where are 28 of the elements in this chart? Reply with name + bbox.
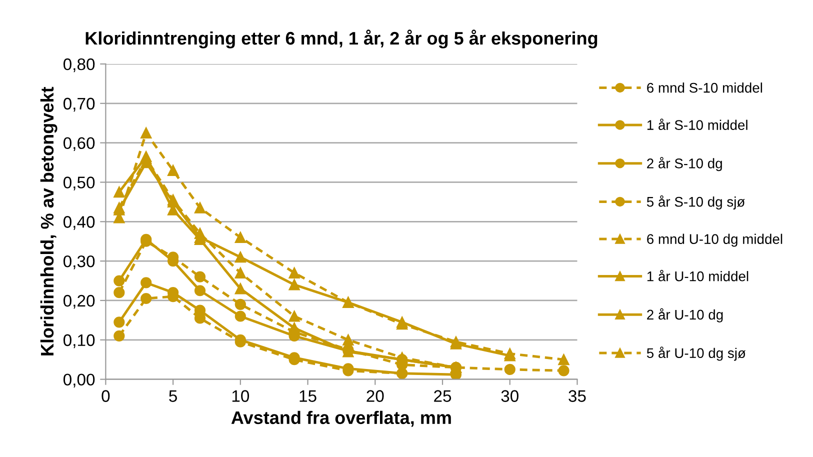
legend-label: 2 år U-10 dg bbox=[647, 308, 723, 322]
chart-title: Kloridinntrenging etter 6 mnd, 1 år, 2 år og 5 år eksponering bbox=[86, 30, 598, 48]
x-axis-title: Avstand fra overflata, mm bbox=[231, 410, 451, 427]
x-tick-label: 5 bbox=[169, 390, 177, 402]
x-tick-label: 30 bbox=[501, 390, 518, 402]
y-tick-label: 0,60 bbox=[63, 137, 95, 151]
y-tick-label: 0,20 bbox=[63, 294, 95, 309]
y-tick-label: 0,00 bbox=[63, 374, 95, 388]
legend-label: 1 år S-10 middel bbox=[647, 118, 748, 130]
x-tick-label: 15 bbox=[300, 390, 316, 402]
x-tick-label: 35 bbox=[568, 390, 586, 402]
y-tick-label: 0,40 bbox=[63, 216, 95, 230]
y-tick-label: 0,10 bbox=[63, 334, 95, 348]
x-tick-label: 25 bbox=[434, 390, 452, 402]
legend-label: 5 år U-10 dg sjø bbox=[646, 346, 746, 361]
y-axis-title: Kloridinnhold, % av betongvekt bbox=[40, 86, 58, 356]
y-tick-label: 0,80 bbox=[63, 58, 95, 72]
x-tick-label: 0 bbox=[102, 390, 110, 402]
legend-label: 5 år S-10 dg sjø bbox=[646, 195, 745, 210]
x-tick-label: 10 bbox=[232, 390, 250, 402]
legend-label: 1 år U-10 middel bbox=[647, 270, 748, 282]
x-tick-label: 20 bbox=[366, 390, 384, 402]
legend-label: 6 mnd U-10 dg middel bbox=[647, 234, 782, 247]
y-tick-label: 0,30 bbox=[63, 255, 95, 270]
legend-label: 2 år S-10 dg bbox=[647, 157, 722, 172]
legend-label: 6 mnd S-10 middel bbox=[647, 82, 762, 93]
y-tick-label: 0,70 bbox=[63, 98, 95, 112]
y-tick-label: 0,50 bbox=[63, 176, 95, 190]
